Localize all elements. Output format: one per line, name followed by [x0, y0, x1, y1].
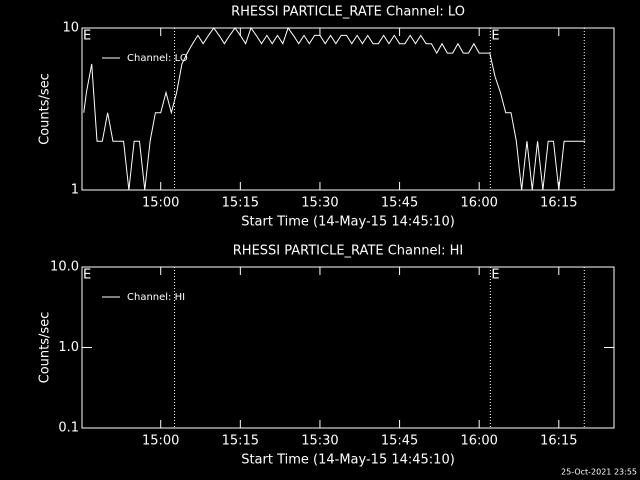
x-tick-label: 16:00	[460, 196, 497, 211]
plot-frame	[81, 27, 615, 191]
footer-date: 25-Oct-2021 23:55	[561, 468, 637, 477]
data-line	[83, 26, 586, 191]
legend-label: Channel: HI	[127, 292, 185, 303]
y-tick-label: 10	[62, 21, 79, 36]
annotation: E	[83, 268, 91, 283]
x-tick-label: 15:15	[222, 196, 259, 211]
chart-title: RHESSI PARTICLE_RATE Channel: HI	[233, 244, 463, 259]
chart-title: RHESSI PARTICLE_RATE Channel: LO	[231, 5, 465, 20]
annotation: E	[83, 29, 91, 44]
y-tick-label: 1	[71, 183, 79, 198]
x-tick-label: 15:30	[301, 434, 338, 449]
x-tick-label: 16:15	[540, 196, 577, 211]
y-tick-label: 10.0	[50, 260, 79, 275]
y-tick-label: 1.0	[58, 340, 79, 355]
x-tick-label: 15:00	[142, 434, 179, 449]
legend-label: Channel: LO	[127, 53, 188, 64]
x-tick-label: 15:45	[381, 196, 418, 211]
x-tick-label: 15:00	[142, 196, 179, 211]
x-axis-label: Start Time (14-May-15 14:45:10)	[241, 215, 455, 230]
x-tick-label: 15:15	[222, 434, 259, 449]
annotation: E	[491, 29, 499, 44]
y-axis-label: Counts/sec	[38, 73, 53, 145]
x-tick-label: 16:00	[460, 434, 497, 449]
y-tick-label: 0.1	[58, 421, 79, 436]
annotation: E	[491, 268, 499, 283]
x-tick-label: 16:15	[540, 434, 577, 449]
x-tick-label: 15:45	[381, 434, 418, 449]
x-axis-label: Start Time (14-May-15 14:45:10)	[241, 453, 455, 468]
y-axis-label: Counts/sec	[38, 312, 53, 384]
x-tick-label: 15:30	[301, 196, 338, 211]
